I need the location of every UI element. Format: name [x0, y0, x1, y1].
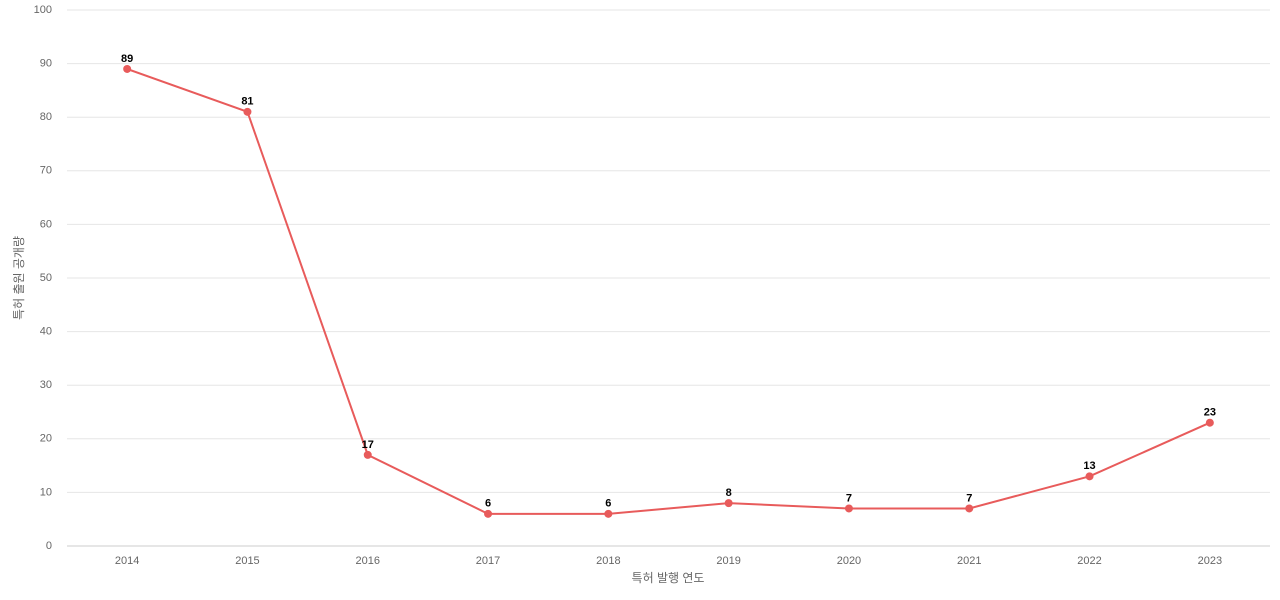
point	[844, 504, 853, 513]
x-tick-label: 2022	[1077, 555, 1101, 567]
y-tick-label: 20	[40, 433, 52, 445]
y-tick-label: 0	[46, 540, 52, 552]
y-tick-label: 30	[40, 379, 52, 391]
x-tick-label: 2015	[235, 555, 259, 567]
x-tick-label: 2018	[596, 555, 620, 567]
x-tick-label: 2019	[716, 555, 740, 567]
y-tick-label: 40	[40, 326, 52, 338]
point	[604, 509, 613, 518]
y-tick-label: 60	[40, 218, 52, 230]
value-label: 6	[605, 498, 611, 510]
x-tick-label: 2023	[1198, 555, 1222, 567]
x-tick-label: 2016	[356, 555, 380, 567]
line	[126, 68, 1211, 515]
value-label: 17	[362, 439, 374, 451]
point	[484, 509, 493, 518]
y-tick-label: 100	[34, 4, 52, 16]
y-axis-title: 특허 출원 공개량	[12, 236, 26, 320]
value-label: 8	[726, 487, 732, 499]
point	[1085, 472, 1094, 481]
value-label: 13	[1083, 460, 1095, 472]
value-label: 6	[485, 498, 491, 510]
y-tick-label: 10	[40, 486, 52, 498]
x-tick-label: 2017	[476, 555, 500, 567]
x-tick-label: 2014	[115, 555, 139, 567]
x-tick-label: 2021	[957, 555, 981, 567]
point	[724, 499, 733, 508]
value-label: 23	[1204, 407, 1216, 419]
value-label: 89	[121, 53, 133, 65]
point	[123, 64, 132, 73]
value-label: 81	[241, 96, 253, 108]
value-label: 7	[846, 492, 852, 504]
value-label: 7	[966, 492, 972, 504]
y-tick-label: 90	[40, 58, 52, 70]
point	[243, 107, 252, 116]
point	[363, 450, 372, 459]
point	[1205, 418, 1214, 427]
x-tick-label: 2020	[837, 555, 861, 567]
y-tick-label: 50	[40, 272, 52, 284]
point	[965, 504, 974, 513]
y-tick-label: 80	[40, 111, 52, 123]
x-axis-title: 특허 발행 연도	[632, 570, 705, 585]
y-tick-label: 70	[40, 165, 52, 177]
